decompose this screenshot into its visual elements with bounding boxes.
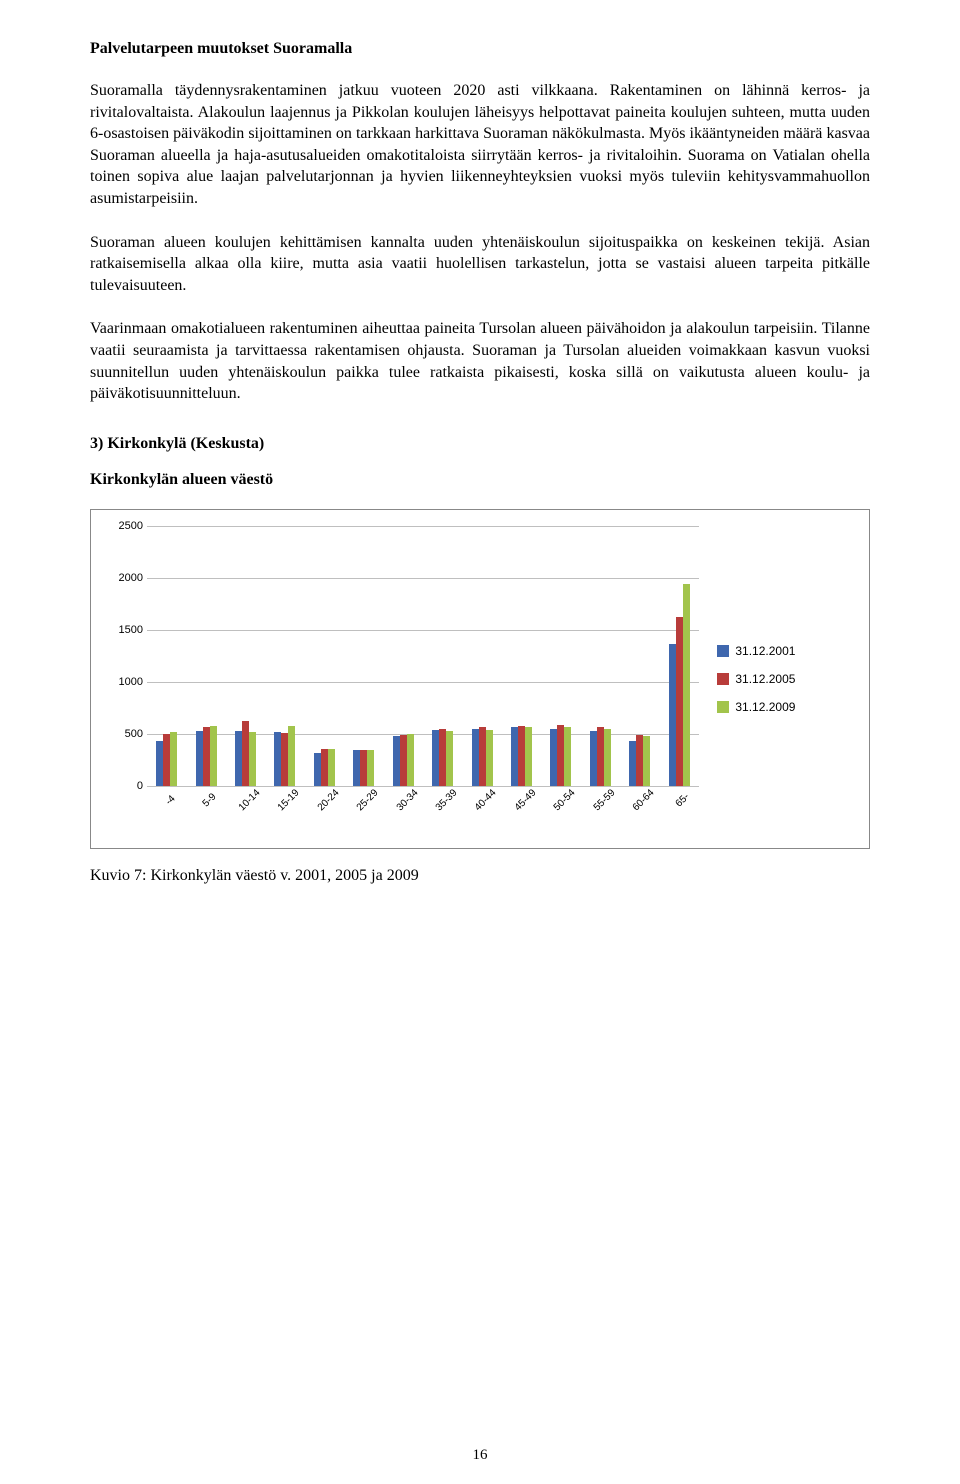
- bar-group: [620, 526, 659, 786]
- bar: [439, 729, 446, 786]
- chart-x-label: 60-64: [626, 782, 662, 818]
- chart-x-label: 20-24: [310, 782, 346, 818]
- bar-group: [344, 526, 383, 786]
- bar: [242, 721, 249, 785]
- bar: [604, 729, 611, 786]
- bar-group: [502, 526, 541, 786]
- legend-swatch: [717, 701, 729, 713]
- bar: [328, 749, 335, 785]
- bar: [281, 733, 288, 786]
- bar-group: [423, 526, 462, 786]
- bar: [400, 735, 407, 786]
- chart-x-label: 5-9: [192, 782, 228, 818]
- bar: [597, 727, 604, 785]
- bar-group: [305, 526, 344, 786]
- chart-x-label: 30-34: [389, 782, 425, 818]
- chart-plot-area: 0 500 1000 1500 2000 2500 -45-910-1415-1920-2…: [101, 520, 699, 838]
- chart-y-label: 1000: [103, 676, 143, 688]
- bar: [525, 727, 532, 785]
- chart-x-label: -4: [153, 782, 189, 818]
- bar: [669, 644, 676, 785]
- bar: [407, 734, 414, 786]
- page-number: 16: [0, 1447, 960, 1464]
- chart-x-label: 40-44: [468, 782, 504, 818]
- bar: [196, 731, 203, 786]
- bar-group: [265, 526, 304, 786]
- chart-x-label: 50-54: [547, 782, 583, 818]
- chart-y-label: 0: [103, 780, 143, 792]
- legend-item: 31.12.2009: [717, 700, 859, 714]
- chart-x-label: 10-14: [232, 782, 268, 818]
- bar: [288, 726, 295, 785]
- bar: [629, 741, 636, 786]
- chart-x-label: 45-49: [508, 782, 544, 818]
- chart-y-label: 2000: [103, 572, 143, 584]
- bar: [557, 725, 564, 785]
- chart-legend: 31.12.2001 31.12.2005 31.12.2009: [699, 520, 859, 838]
- chart-bars: [147, 526, 699, 786]
- bar: [643, 736, 650, 786]
- chart-x-label: 15-19: [271, 782, 307, 818]
- bar: [676, 617, 683, 785]
- bar: [203, 727, 210, 785]
- bar: [367, 750, 374, 785]
- bar: [393, 736, 400, 786]
- bar: [163, 734, 170, 786]
- legend-item: 31.12.2005: [717, 672, 859, 686]
- chart-y-label: 1500: [103, 624, 143, 636]
- bar-group: [186, 526, 225, 786]
- bar: [479, 727, 486, 785]
- legend-label: 31.12.2009: [735, 700, 795, 714]
- bar: [210, 726, 217, 785]
- chart-caption: Kuvio 7: Kirkonkylän väestö v. 2001, 200…: [90, 867, 870, 885]
- subheading-vaesto: Kirkonkylän alueen väestö: [90, 471, 870, 489]
- bar: [472, 729, 479, 786]
- legend-item: 31.12.2001: [717, 644, 859, 658]
- bar: [156, 741, 163, 786]
- bar-group: [226, 526, 265, 786]
- bar: [550, 729, 557, 786]
- bar: [321, 749, 328, 785]
- bar-group: [581, 526, 620, 786]
- bar: [590, 731, 597, 786]
- bar: [249, 732, 256, 786]
- chart-x-label: 35-39: [429, 782, 465, 818]
- bar: [511, 727, 518, 785]
- bar: [314, 753, 321, 785]
- chart-x-label: 55-59: [586, 782, 622, 818]
- bar-group: [659, 526, 698, 786]
- chart-y-label: 2500: [103, 520, 143, 532]
- legend-swatch: [717, 645, 729, 657]
- legend-label: 31.12.2001: [735, 644, 795, 658]
- paragraph-1: Suoramalla täydennysrakentaminen jatkuu …: [90, 80, 870, 210]
- heading-palvelutarpeen: Palvelutarpeen muutokset Suoramalla: [90, 40, 870, 58]
- bar: [486, 730, 493, 786]
- legend-swatch: [717, 673, 729, 685]
- bar: [432, 730, 439, 786]
- bar: [636, 735, 643, 786]
- paragraph-2: Suoraman alueen koulujen kehittämisen ka…: [90, 232, 870, 297]
- chart-x-label: 65-: [665, 782, 701, 818]
- bar: [564, 727, 571, 785]
- bar: [446, 731, 453, 786]
- bar-group: [462, 526, 501, 786]
- bar: [170, 732, 177, 786]
- bar: [518, 726, 525, 785]
- bar: [353, 750, 360, 785]
- bar: [360, 750, 367, 785]
- bar: [235, 731, 242, 786]
- chart-y-label: 500: [103, 728, 143, 740]
- bar: [274, 732, 281, 786]
- paragraph-3: Vaarinmaan omakotialueen rakentuminen ai…: [90, 318, 870, 404]
- bar: [683, 584, 690, 786]
- population-chart: 0 500 1000 1500 2000 2500 -45-910-1415-1920-2…: [90, 509, 870, 849]
- bar-group: [541, 526, 580, 786]
- chart-x-label: 25-29: [350, 782, 386, 818]
- section-heading-kirkonkyla: 3) Kirkonkylä (Keskusta): [90, 435, 870, 453]
- legend-label: 31.12.2005: [735, 672, 795, 686]
- bar-group: [384, 526, 423, 786]
- bar-group: [147, 526, 186, 786]
